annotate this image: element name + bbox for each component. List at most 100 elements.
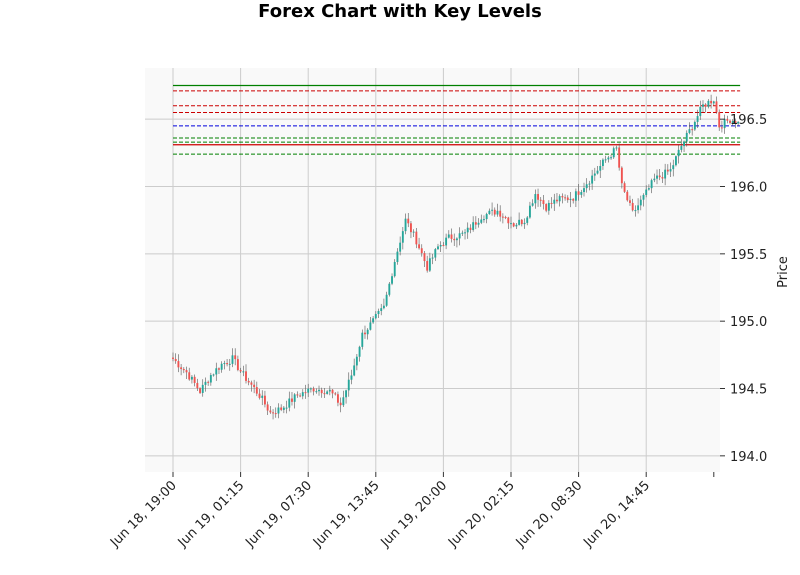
candle xyxy=(423,250,426,267)
candle xyxy=(266,401,269,415)
candle-body xyxy=(526,217,529,223)
candle xyxy=(236,355,239,372)
candle-body xyxy=(358,346,361,357)
candle xyxy=(691,127,694,136)
candle xyxy=(539,197,542,207)
candle-body xyxy=(428,258,431,271)
candle xyxy=(253,379,256,394)
candle-body xyxy=(729,120,731,123)
candle xyxy=(726,115,729,124)
candle-body xyxy=(299,395,302,397)
candle xyxy=(396,248,399,265)
candle-body xyxy=(242,371,245,373)
candle xyxy=(499,205,502,222)
candle-body xyxy=(239,370,242,372)
candle-body xyxy=(547,202,550,211)
candle xyxy=(618,143,621,171)
candle xyxy=(201,379,204,397)
candle xyxy=(469,224,472,234)
candle xyxy=(501,213,504,224)
candle-body xyxy=(545,204,548,211)
candle xyxy=(515,222,518,230)
candle-body xyxy=(720,127,723,129)
candle-body xyxy=(410,223,412,233)
candle xyxy=(301,389,304,400)
candle xyxy=(664,163,667,186)
candle xyxy=(642,193,645,207)
candle xyxy=(483,215,485,223)
candle-body xyxy=(688,129,691,133)
candle-body xyxy=(247,380,250,383)
candle xyxy=(520,219,523,227)
candle-body xyxy=(542,200,545,205)
candle xyxy=(293,393,296,409)
candle xyxy=(631,198,634,212)
y-tick-label: 195.5 xyxy=(730,248,767,263)
candle-body xyxy=(574,191,577,201)
candle xyxy=(385,291,388,307)
candle xyxy=(674,155,677,167)
candle-body xyxy=(731,120,734,123)
x-tick-label: Jun 19, 13:45 xyxy=(310,478,383,551)
candle xyxy=(328,385,331,396)
candle xyxy=(347,372,350,397)
candle-body xyxy=(182,369,185,371)
candle xyxy=(177,354,180,373)
candle xyxy=(182,367,185,374)
x-tick-label: Jun 20, 02:15 xyxy=(445,478,518,551)
candle-body xyxy=(580,192,583,195)
candle-body xyxy=(226,363,229,365)
candle-body xyxy=(491,209,494,211)
candle xyxy=(190,375,193,384)
candle-body xyxy=(172,357,174,359)
candle-body xyxy=(280,407,283,410)
candle-body xyxy=(642,194,645,200)
candle xyxy=(204,377,207,392)
x-tick-label: Jun 19, 01:15 xyxy=(175,478,248,551)
candle xyxy=(661,172,664,184)
candle xyxy=(512,222,515,228)
candle-body xyxy=(180,367,183,370)
candle-body xyxy=(466,227,469,233)
candle xyxy=(339,397,342,413)
y-tick-label: 196.0 xyxy=(730,181,767,196)
candle xyxy=(442,242,445,247)
x-tick-label: Jun 18, 19:00 xyxy=(107,478,180,551)
candle xyxy=(312,386,315,396)
candle xyxy=(683,140,686,153)
candle-body xyxy=(285,407,288,409)
candle-body xyxy=(385,294,388,306)
candle xyxy=(480,214,483,225)
candle-body xyxy=(637,205,640,211)
candle xyxy=(612,146,615,159)
candle xyxy=(577,183,580,201)
key-levels xyxy=(173,84,741,155)
candle xyxy=(247,377,250,386)
candle-body xyxy=(737,121,740,124)
y-tick-label: 194.5 xyxy=(730,383,767,398)
candle xyxy=(450,228,453,243)
candle-body xyxy=(707,100,710,107)
candle xyxy=(461,230,464,237)
candle-body xyxy=(512,223,515,227)
candle xyxy=(307,383,310,397)
candle-body xyxy=(420,248,423,254)
candle-body xyxy=(399,242,402,252)
candle-body xyxy=(423,253,426,262)
candle-body xyxy=(604,159,607,161)
candle xyxy=(472,216,475,232)
candle xyxy=(366,328,369,340)
candle-body xyxy=(315,391,318,393)
candle xyxy=(361,329,364,350)
candle-body xyxy=(664,169,667,179)
y-tick-label: 195.0 xyxy=(730,315,767,330)
candle-body xyxy=(734,120,737,124)
candle-body xyxy=(199,388,201,393)
candle xyxy=(280,404,283,412)
candle-body xyxy=(231,355,234,364)
candle-body xyxy=(615,147,618,149)
candle-body xyxy=(345,390,348,398)
candle xyxy=(634,205,637,217)
candle-body xyxy=(455,238,458,241)
candle xyxy=(553,193,556,211)
